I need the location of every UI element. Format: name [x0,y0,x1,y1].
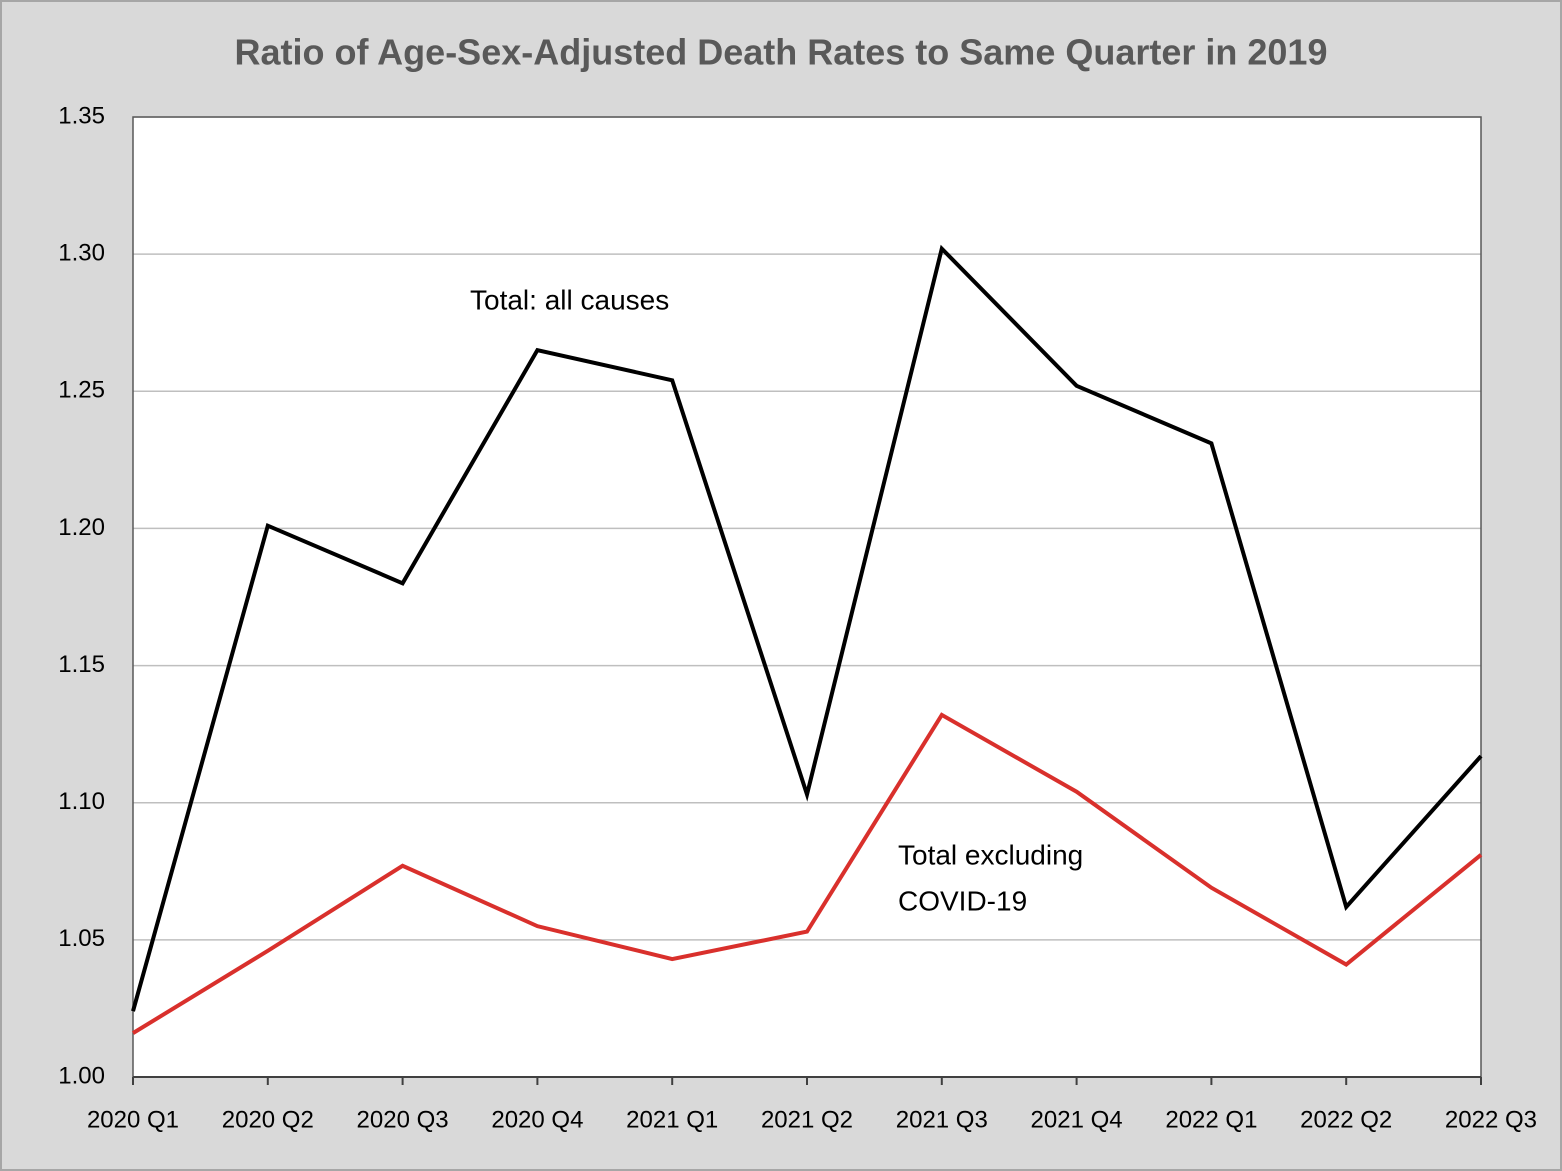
x-tick-label: 2020 Q1 [87,1106,179,1133]
y-tick-label: 1.10 [58,788,105,815]
y-tick-label: 1.25 [58,377,105,404]
chart-title: Ratio of Age-Sex-Adjusted Death Rates to… [235,32,1328,73]
x-tick-label: 2021 Q2 [761,1106,853,1133]
annotation: Total: all causes [470,284,669,315]
series-line [131,712,1483,1035]
annotation: COVID-19 [898,885,1027,916]
y-tick-label: 1.20 [58,514,105,541]
y-tick-label: 1.05 [58,925,105,952]
x-tick-label: 2020 Q4 [491,1106,583,1133]
y-tick-label: 1.30 [58,239,105,266]
x-tick-label: 2022 Q2 [1300,1106,1392,1133]
x-tick-label: 2022 Q3 [1445,1106,1537,1133]
y-tick-label: 1.00 [58,1062,105,1089]
series-line [131,244,1483,1012]
x-tick-label: 2021 Q1 [626,1106,718,1133]
x-tick-label: 2022 Q1 [1165,1106,1257,1133]
y-tick-label: 1.15 [58,651,105,678]
x-tick-label: 2021 Q3 [896,1106,988,1133]
x-tick-label: 2020 Q3 [357,1106,449,1133]
y-tick-label: 1.35 [58,102,105,129]
x-tick-label: 2021 Q4 [1031,1106,1123,1133]
x-tick-label: 2020 Q2 [222,1106,314,1133]
annotation: Total excluding [898,839,1083,870]
